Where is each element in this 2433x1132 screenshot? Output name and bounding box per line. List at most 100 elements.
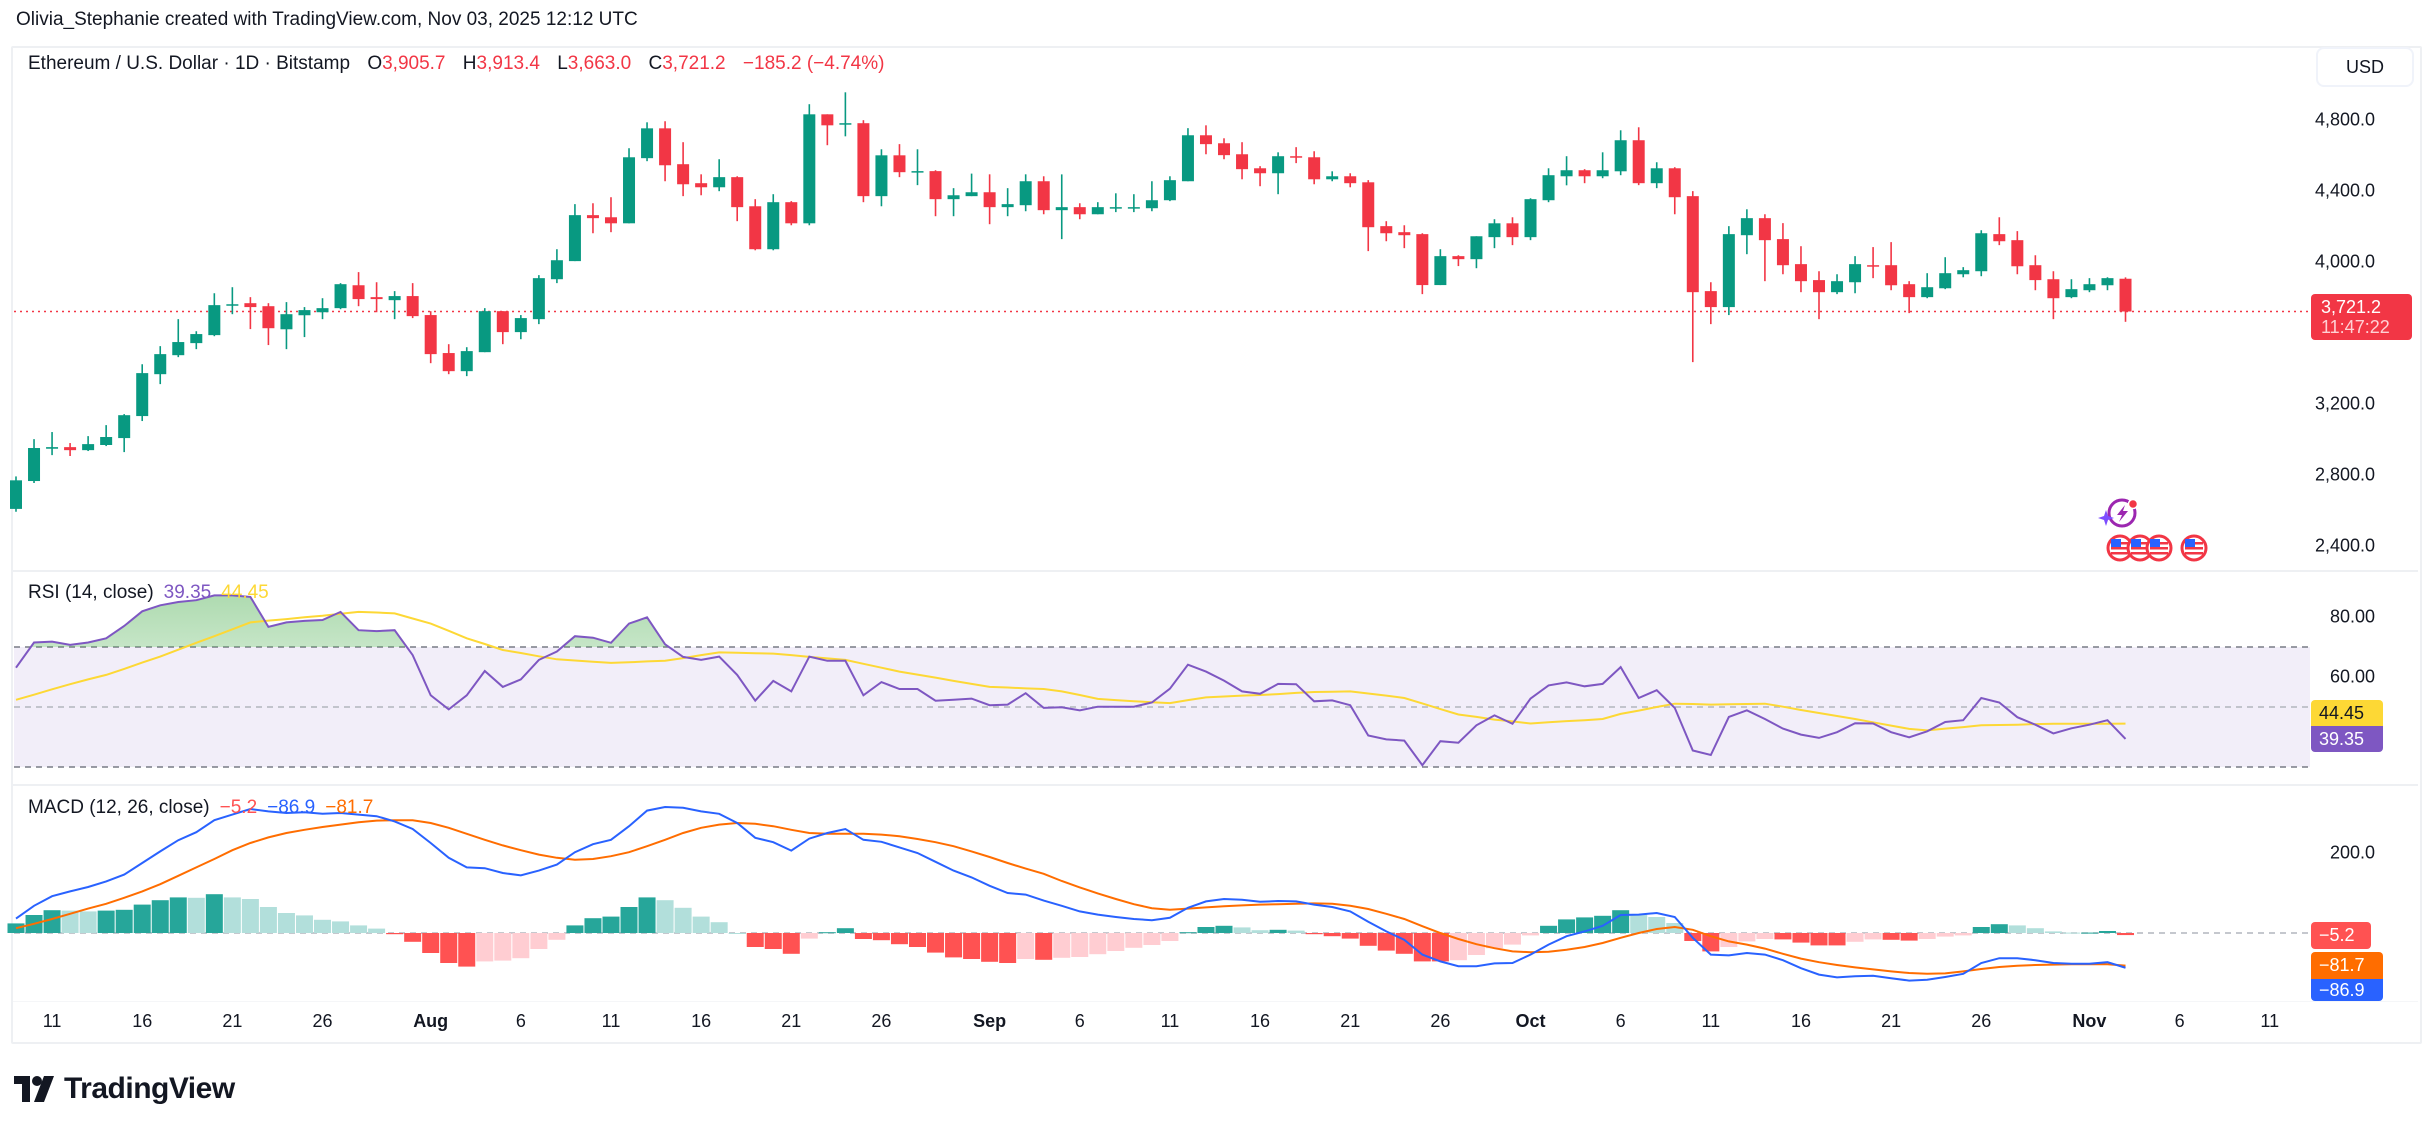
price-axis-label: 4,000.0 [2314, 251, 2375, 272]
macd-histogram-bar [963, 933, 981, 959]
time-axis-label: 16 [1790, 1011, 1811, 1031]
time-axis-label: 6 [1615, 1011, 1626, 1031]
macd-histogram-bar [61, 910, 79, 933]
rsi-line [15, 594, 2127, 767]
candle-body [1740, 218, 1753, 236]
candle-body [1001, 204, 1014, 208]
macd-histogram-bar [476, 933, 494, 962]
candle-body [1776, 239, 1789, 266]
macd-histogram-bar [2098, 931, 2116, 933]
macd-histogram-bar [1972, 927, 1990, 933]
candle-body [442, 353, 455, 372]
us-economic-event-flag-icon[interactable] [2180, 534, 2208, 562]
macd-histogram-bar [169, 897, 187, 933]
us-economic-event-flag-icon[interactable] [2126, 534, 2154, 562]
candle-body [388, 296, 401, 301]
macd-histogram-bar [945, 933, 963, 958]
high-key: H [462, 53, 477, 74]
candle-body [550, 260, 563, 280]
tradingview-logo[interactable]: TradingView [14, 1072, 235, 1106]
candle-body [839, 123, 852, 125]
open-key: O [367, 53, 383, 74]
candle-body [460, 351, 473, 372]
macd-histogram-bar [1522, 933, 1540, 936]
us-economic-event-flag-icon[interactable] [2145, 534, 2173, 562]
flag-stripe [2185, 552, 2203, 555]
macd-histogram-bar [1377, 933, 1395, 951]
close-key: C [648, 53, 663, 74]
rsi-legend-title[interactable]: RSI (14, close) [28, 582, 154, 603]
rsi-legend[interactable]: RSI (14, close) 39.35 44.45 [28, 582, 269, 604]
rsi-ma-legend-value: 44.45 [221, 582, 269, 603]
macd-histogram-bar [350, 925, 368, 933]
macd-histogram-bar [566, 925, 584, 933]
macd-signal-line [15, 819, 2126, 975]
candle-body [1867, 265, 1880, 267]
candle-body [478, 311, 491, 353]
macd-histogram-bar [890, 933, 908, 945]
macd-histogram-bar [277, 913, 295, 933]
macd-histogram-bar [1269, 929, 1287, 933]
candle-body [1434, 256, 1447, 286]
flag-canton [2111, 539, 2121, 547]
macd-legend[interactable]: MACD (12, 26, close) −5.2 −86.9 −81.7 [28, 797, 373, 819]
candle-body [1578, 170, 1591, 177]
macd-histogram-bar [97, 910, 115, 933]
candle-body [1037, 181, 1050, 211]
rsi-legend-value: 39.35 [163, 582, 212, 603]
macd-histogram-bar [494, 933, 512, 961]
candle-body [280, 314, 293, 330]
time-axis-label: 21 [1340, 1011, 1361, 1031]
candle-body [1416, 234, 1429, 286]
macd-histogram-bar [1630, 914, 1648, 933]
macd-histogram-bar [638, 897, 656, 933]
macd-histogram-bar [1305, 933, 1323, 935]
macd-histogram-bar [205, 894, 223, 933]
candle-body [424, 315, 437, 355]
event-lightning-icon[interactable] [2098, 498, 2139, 528]
symbol-title[interactable]: Ethereum / U.S. Dollar · 1D · Bitstamp [28, 53, 351, 74]
open-value: 3,905.7 [382, 53, 446, 74]
candle-body [1199, 135, 1212, 145]
tradingview-logo-text: TradingView [64, 1072, 235, 1105]
indicator-lines [15, 594, 2127, 982]
macd-histogram-bar [1954, 933, 1972, 936]
time-axis-label: 11 [1160, 1011, 1180, 1031]
macd-histogram-bar [1107, 933, 1125, 951]
price-axis-label: 3,200.0 [2314, 393, 2375, 414]
candle-body [28, 448, 41, 482]
candle-body [1542, 175, 1555, 201]
macd-histogram-bar [674, 907, 692, 933]
flag-canton [2185, 539, 2195, 547]
macd-histogram-bar [1197, 927, 1215, 933]
candle-body [2029, 265, 2042, 281]
close-value: 3,721.2 [662, 53, 726, 74]
currency-button[interactable]: USD [2316, 47, 2414, 87]
time-axis-label: 16 [1250, 1011, 1271, 1031]
pane-divider-rsi[interactable] [13, 570, 2418, 572]
macd-histogram-bar [1900, 933, 1918, 941]
time-axis-label: 26 [1971, 1011, 1992, 1031]
candle-body [659, 128, 672, 166]
chart-attribution: Olivia_Stephanie created with TradingVie… [16, 9, 638, 30]
symbol-legend[interactable]: Ethereum / U.S. Dollar · 1D · Bitstamp O… [28, 53, 896, 75]
last-price-value: 3,721.2 [2321, 297, 2382, 317]
macd-histogram-bar [728, 933, 746, 934]
candle-body [118, 415, 131, 439]
price-axis-label: 4,800.0 [2314, 109, 2375, 130]
macd-histogram-bar [872, 933, 890, 941]
time-axis-label: 11 [42, 1011, 62, 1031]
time-axis-label: 11 [601, 1011, 621, 1031]
candle-body [100, 437, 113, 446]
macd-legend-title[interactable]: MACD (12, 26, close) [28, 797, 210, 818]
macd-histogram-bar [1125, 933, 1143, 948]
candle-body [767, 202, 780, 250]
candle-body [298, 310, 311, 316]
flag-canton [2131, 539, 2141, 547]
macd-histogram-bar [1720, 933, 1738, 947]
macd-hist-value-tag: −5.2 [2311, 922, 2371, 949]
pane-divider-macd[interactable] [13, 784, 2418, 786]
candle-body [1560, 170, 1573, 177]
macd-histogram-bar [836, 928, 854, 933]
